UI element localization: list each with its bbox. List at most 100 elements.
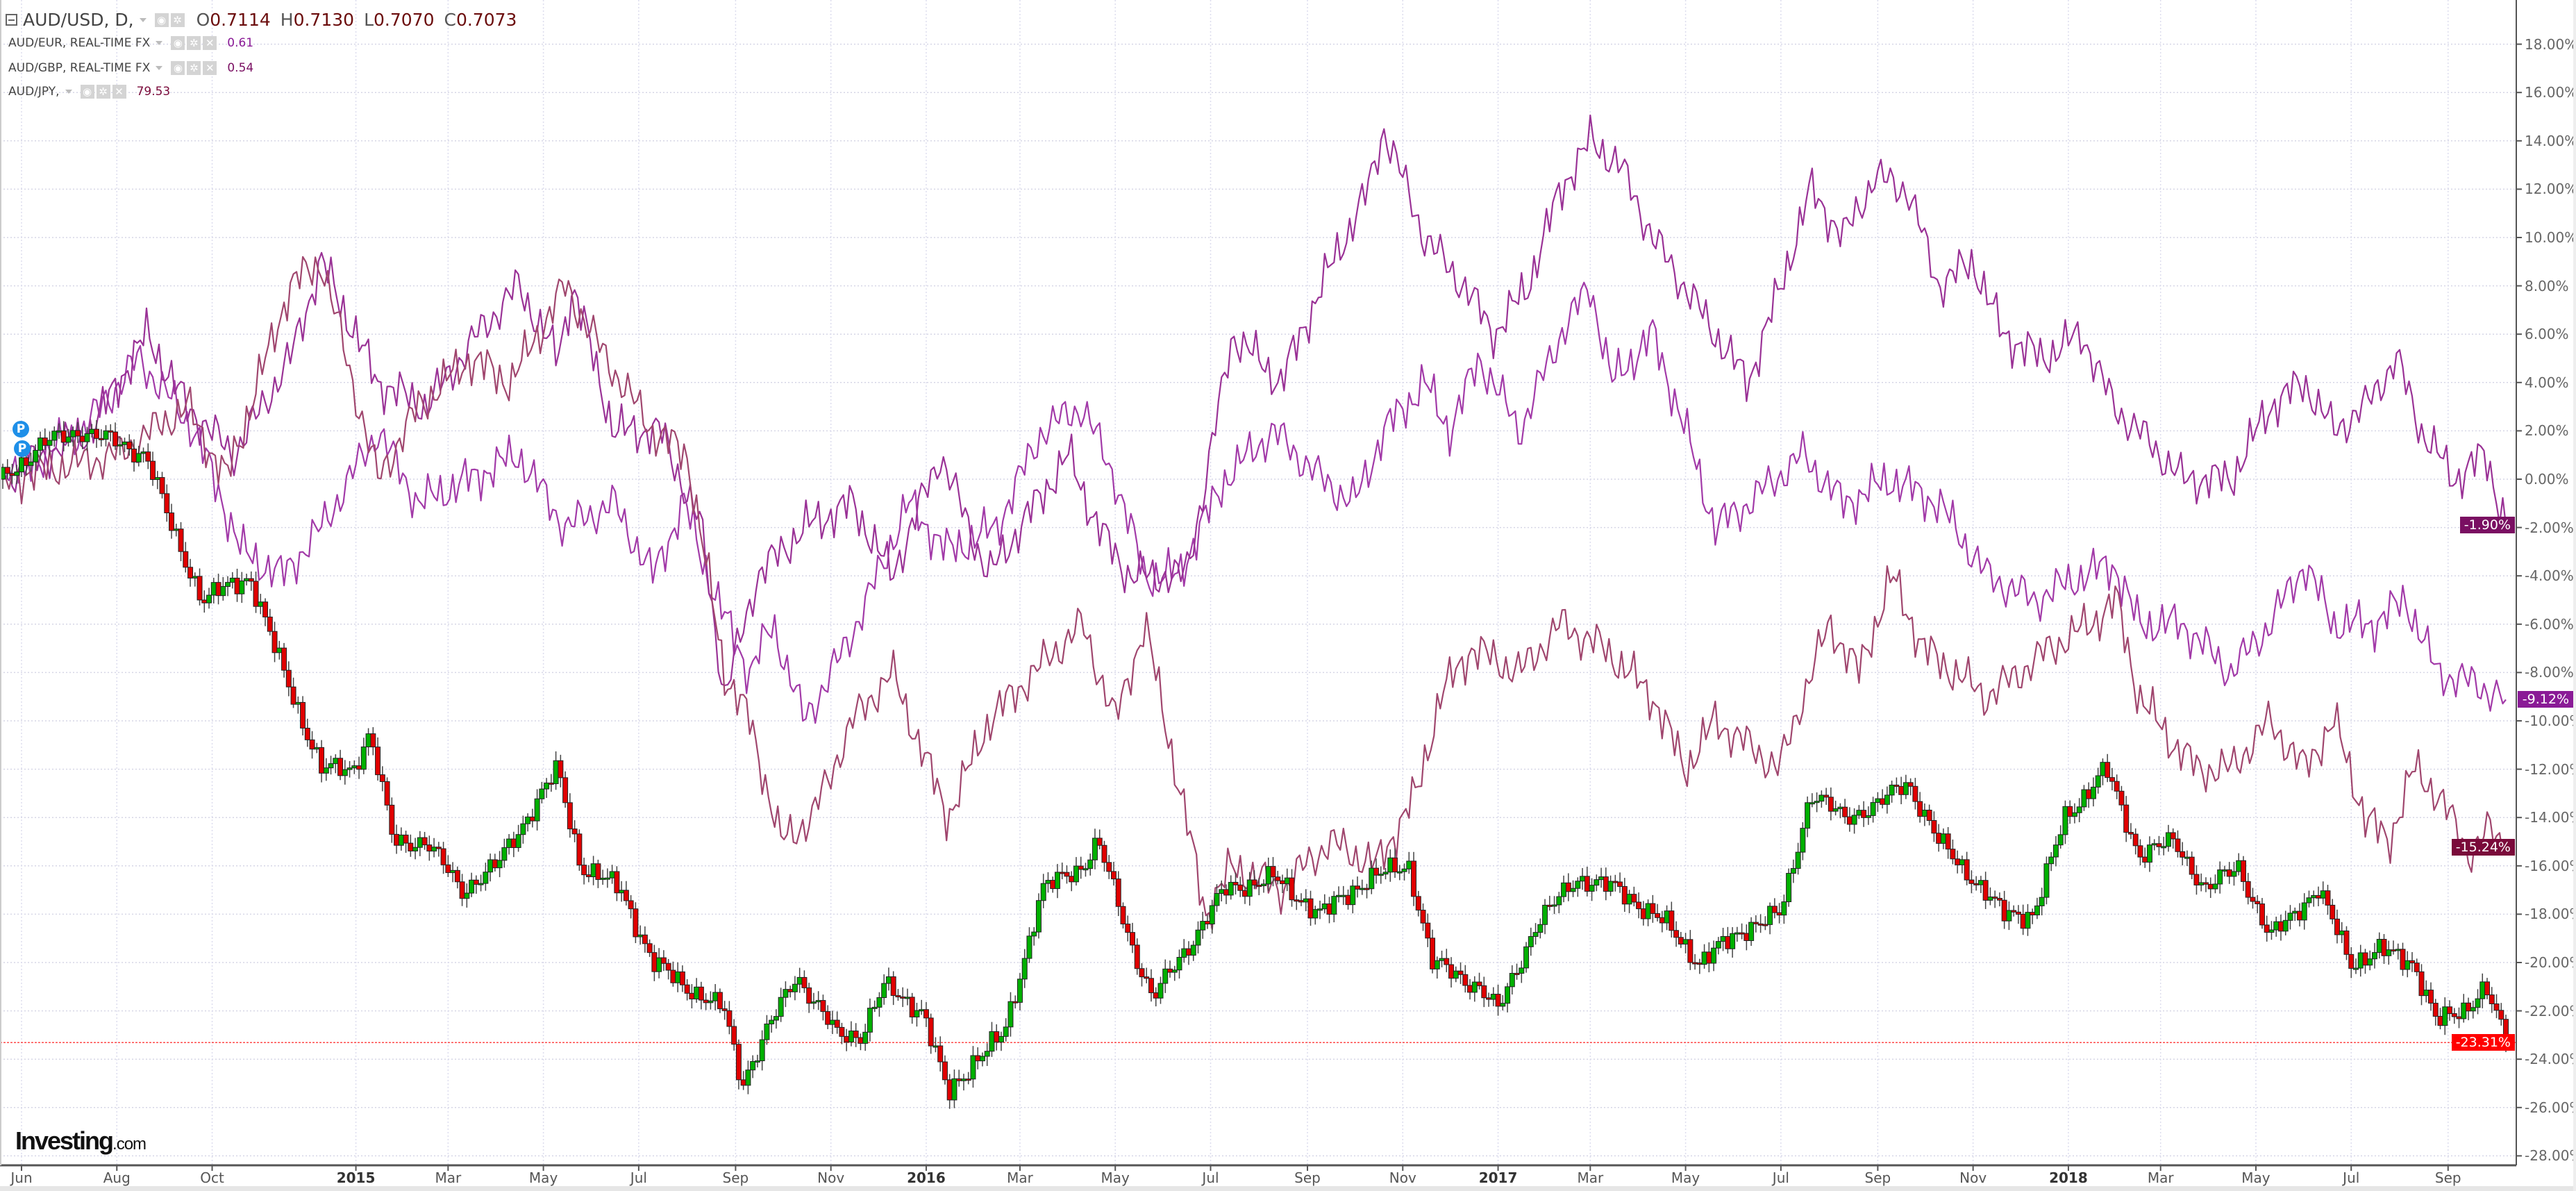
candle[interactable] — [1809, 793, 1815, 808]
candle[interactable] — [928, 1013, 934, 1054]
candle[interactable] — [1781, 894, 1787, 924]
candle[interactable] — [2207, 877, 2214, 899]
candle[interactable] — [956, 1069, 962, 1087]
candle[interactable] — [946, 1074, 953, 1109]
candle[interactable] — [108, 424, 114, 442]
candle[interactable] — [2151, 839, 2157, 851]
candle[interactable] — [750, 1055, 756, 1078]
candle[interactable] — [2362, 949, 2368, 974]
candle[interactable] — [1902, 774, 1909, 799]
candle[interactable] — [1200, 911, 1206, 939]
candle[interactable] — [769, 1015, 775, 1033]
candle[interactable] — [1209, 899, 1215, 934]
candle[interactable] — [642, 926, 648, 953]
candle[interactable] — [1415, 890, 1421, 917]
candle[interactable] — [665, 958, 671, 980]
candle[interactable] — [2489, 987, 2495, 1013]
candle[interactable] — [2475, 989, 2481, 1015]
candle[interactable] — [1453, 966, 1459, 983]
candle[interactable] — [379, 766, 385, 792]
candle[interactable] — [1162, 959, 1169, 993]
candle[interactable] — [759, 1030, 765, 1071]
candle[interactable] — [1636, 892, 1642, 919]
candle[interactable] — [1645, 899, 1651, 926]
candle[interactable] — [1523, 942, 1530, 973]
candle[interactable] — [239, 572, 245, 603]
candle[interactable] — [2062, 800, 2068, 844]
candle[interactable] — [1411, 851, 1417, 906]
candle[interactable] — [1950, 839, 1956, 865]
candle[interactable] — [1856, 805, 1862, 819]
candle[interactable] — [858, 1033, 864, 1051]
candle[interactable] — [1580, 867, 1586, 890]
candle[interactable] — [464, 883, 470, 908]
candle[interactable] — [1185, 941, 1191, 965]
candle[interactable] — [1607, 875, 1614, 897]
candle[interactable] — [1171, 965, 1178, 981]
candle[interactable] — [1945, 826, 1951, 859]
candle[interactable] — [1153, 987, 1159, 1007]
candle[interactable] — [1031, 927, 1037, 946]
candle[interactable] — [1406, 851, 1412, 874]
candle[interactable] — [248, 571, 254, 591]
candle[interactable] — [206, 588, 212, 609]
candle[interactable] — [1101, 840, 1107, 872]
candle[interactable] — [1561, 875, 1567, 903]
candle[interactable] — [314, 742, 320, 753]
chevron-down-icon[interactable] — [139, 17, 147, 22]
candle[interactable] — [1228, 875, 1234, 900]
candle[interactable] — [2456, 1007, 2462, 1028]
candle[interactable] — [2376, 932, 2382, 959]
candle[interactable] — [1069, 871, 1075, 892]
candle[interactable] — [2081, 785, 2087, 811]
candle[interactable] — [1546, 895, 1553, 911]
candle[interactable] — [1851, 808, 1857, 834]
candle[interactable] — [900, 987, 906, 1008]
candle[interactable] — [1336, 886, 1342, 903]
candle[interactable] — [1219, 880, 1225, 901]
candle[interactable] — [2052, 835, 2059, 867]
candle[interactable] — [1565, 873, 1571, 901]
candle[interactable] — [1298, 893, 1305, 906]
candle[interactable] — [571, 820, 578, 842]
candle[interactable] — [2461, 994, 2467, 1023]
candle[interactable] — [2109, 767, 2115, 791]
candle[interactable] — [1157, 976, 1164, 1004]
candle[interactable] — [356, 756, 362, 779]
candle[interactable] — [2105, 753, 2111, 783]
candle[interactable] — [2432, 999, 2439, 1026]
candle[interactable] — [2255, 894, 2261, 914]
candle[interactable] — [2170, 828, 2176, 849]
candle[interactable] — [1682, 933, 1689, 953]
candle[interactable] — [2390, 940, 2396, 955]
candle[interactable] — [539, 781, 545, 803]
candle[interactable] — [333, 754, 339, 774]
candle[interactable] — [1261, 879, 1267, 893]
close-icon[interactable]: ✕ — [203, 36, 217, 50]
candle[interactable] — [1842, 799, 1848, 824]
candle[interactable] — [2011, 905, 2017, 917]
candle[interactable] — [1687, 930, 1693, 970]
candle[interactable] — [394, 824, 400, 854]
candle[interactable] — [1706, 942, 1712, 973]
candle[interactable] — [1823, 788, 1830, 805]
candle[interactable] — [154, 471, 160, 490]
candle[interactable] — [825, 1005, 831, 1029]
candle[interactable] — [2240, 856, 2246, 892]
candle[interactable] — [1650, 894, 1656, 923]
candle[interactable] — [1594, 874, 1600, 892]
candle[interactable] — [1050, 876, 1056, 893]
candle[interactable] — [806, 983, 812, 1013]
candle[interactable] — [2212, 874, 2218, 894]
candle[interactable] — [656, 948, 662, 978]
candle[interactable] — [839, 1022, 845, 1044]
candle[interactable] — [1471, 976, 1478, 1002]
candle[interactable] — [253, 572, 259, 613]
candle[interactable] — [501, 838, 508, 868]
candle[interactable] — [1575, 877, 1581, 897]
candle[interactable] — [1387, 849, 1394, 882]
candle[interactable] — [735, 1039, 742, 1090]
candle[interactable] — [1753, 915, 1759, 933]
candle[interactable] — [2095, 767, 2101, 794]
